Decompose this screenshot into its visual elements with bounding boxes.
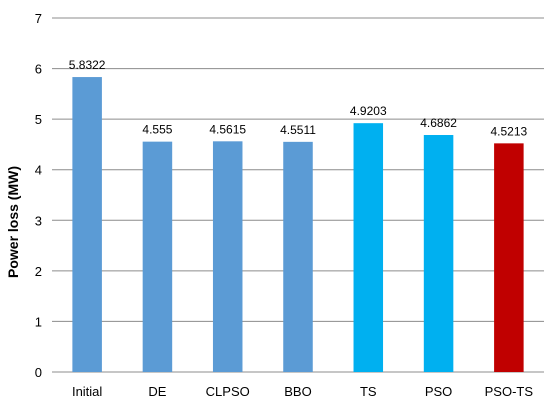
x-tick-label-pso: PSO [425,384,452,399]
y-tick-label: 5 [35,112,42,127]
y-tick-label: 7 [35,11,42,26]
data-label-clpso: 4.5615 [209,122,246,136]
y-tick-label: 0 [35,365,42,380]
bars [72,77,524,372]
bar-clpso [212,141,243,372]
y-tick-label: 4 [35,163,42,178]
data-label-de: 4.555 [142,123,172,137]
bar-pso [423,135,454,372]
data-label-pso-ts: 4.5213 [491,124,528,138]
bar-pso-ts [494,143,524,372]
bar-bbo [283,141,313,372]
y-tick-label: 6 [35,62,42,77]
bar-initial [72,77,102,372]
x-tick-label-de: DE [148,384,166,399]
y-tick-label: 3 [35,213,42,228]
data-label-ts: 4.9203 [350,104,387,118]
y-axis-ticks: 0 1 2 3 4 5 6 7 [35,11,42,380]
data-label-pso: 4.6862 [420,116,457,130]
x-tick-label-initial: Initial [72,384,102,399]
data-label-bbo: 4.5511 [280,123,316,137]
data-label-initial: 5.8322 [69,58,106,72]
x-tick-label-pso-ts: PSO-TS [485,384,534,399]
data-labels: 5.8322 4.555 4.5615 4.5511 4.9203 4.6862 4.521… [69,58,528,138]
x-tick-label-ts: TS [360,384,377,399]
x-tick-label-clpso: CLPSO [206,384,250,399]
bar-de [142,141,173,372]
y-axis-title: Power loss (MW) [5,166,21,278]
x-tick-label-bbo: BBO [284,384,311,399]
y-tick-label: 2 [35,264,42,279]
bar-ts [353,123,384,372]
x-axis-ticks: Initial DE CLPSO BBO TS PSO PSO-TS [72,384,533,399]
y-tick-label: 1 [35,314,42,329]
